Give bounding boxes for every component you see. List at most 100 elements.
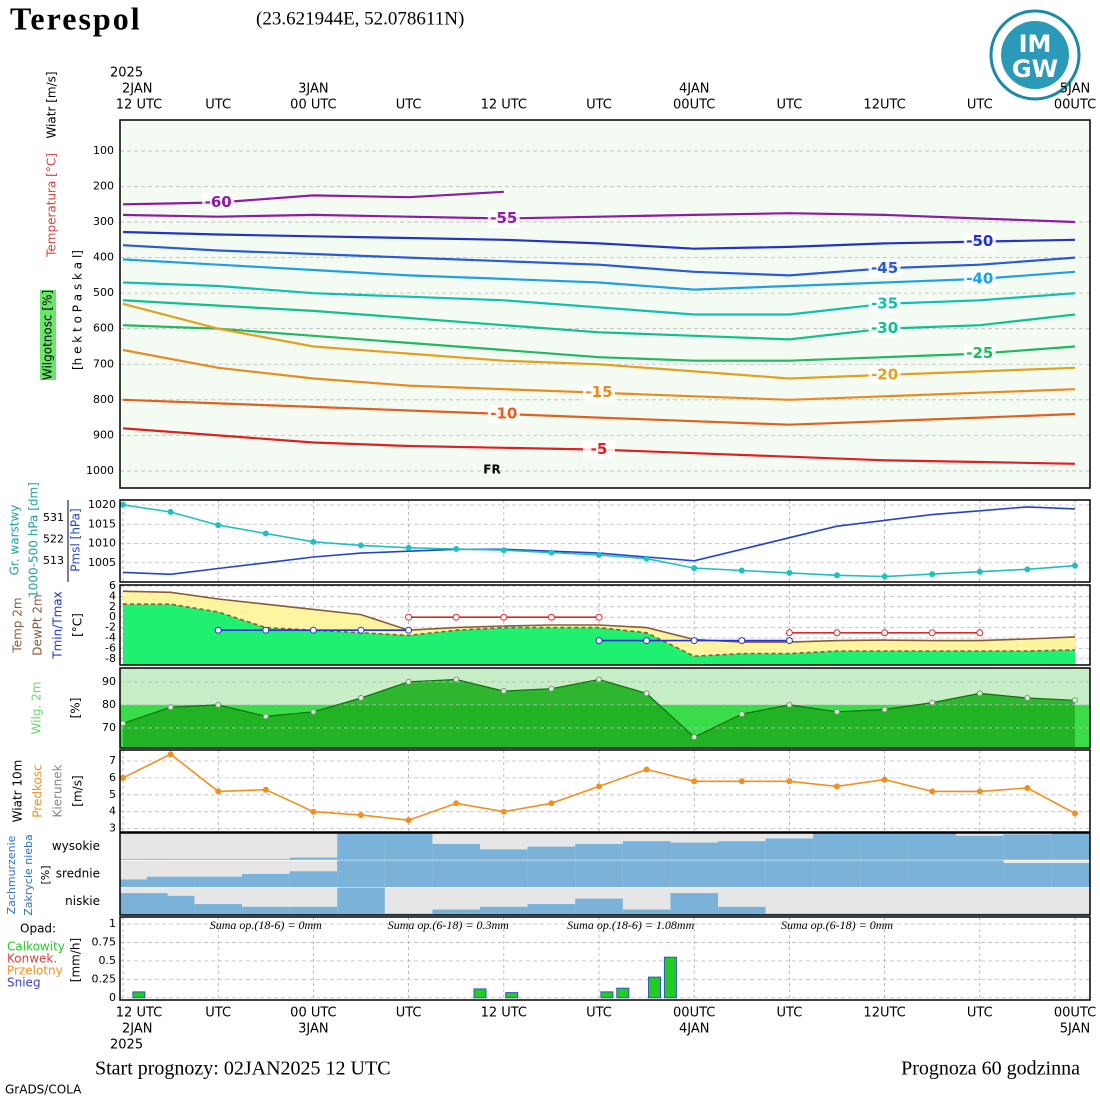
point-marker (785, 637, 793, 645)
cloud-bar (146, 876, 195, 888)
cloud-bar (575, 898, 623, 915)
axis-label: Wilgotnosc [%] (41, 290, 55, 380)
point-marker (786, 778, 793, 785)
cloud-bar (289, 906, 338, 915)
cloud-bar (622, 860, 671, 888)
cloud-bar (908, 860, 956, 888)
isotherm-label: -40 (966, 269, 993, 287)
logo-disc (1001, 21, 1069, 89)
axis-label: Zachmurzenie (5, 835, 18, 914)
y-tick-label: 100 (93, 144, 114, 157)
point-marker (215, 522, 222, 529)
axis-label: Zakrycie nieba (22, 834, 35, 916)
point-marker (691, 565, 698, 572)
y-tick-label: 900 (93, 428, 114, 441)
cloud-bar (1051, 863, 1090, 888)
date-label: 3JAN (298, 1022, 329, 1037)
precip-sum: Suma op.(6-18) = 0.3mm (388, 918, 509, 932)
credit: GrADS/COLA (5, 1083, 82, 1097)
point-marker (405, 817, 412, 824)
point-marker (167, 508, 174, 515)
precip-sum: Suma op.(6-18) = 0mm (781, 918, 893, 932)
isotherm (122, 230, 1076, 250)
coordinates: (23.621944E, 52.078611N) (256, 8, 464, 29)
forecast-range: Prognoza 60 godzinna (901, 1058, 1080, 1080)
cloud-bar (622, 841, 671, 861)
cloud-bar (670, 842, 718, 861)
cloud-bar (765, 860, 814, 888)
axis-label: [mm/h] (69, 938, 83, 982)
humidity-area (123, 679, 1075, 748)
y-tick-label: 4 (109, 589, 116, 602)
date-label: 2JAN (122, 1022, 153, 1037)
year-label: 2025 (110, 1038, 143, 1053)
y-tick-label: 300 (93, 215, 114, 228)
cloud-bar (337, 887, 385, 915)
y-tick-label: 1000 (86, 464, 114, 477)
point-marker (643, 637, 651, 645)
point-marker (405, 626, 413, 634)
y-tick-label: 1005 (88, 556, 116, 569)
date-label: 4JAN (679, 82, 710, 97)
point-marker (215, 701, 222, 708)
y-tick-label: 0.25 (92, 972, 117, 985)
cloud-bar (622, 909, 671, 915)
precip-bar (600, 991, 614, 999)
label-bg (963, 269, 996, 288)
point-marker (881, 573, 888, 580)
precip-bar (505, 992, 519, 999)
cloud-bar (337, 833, 385, 861)
x-tick-label: 00UTC (673, 98, 715, 113)
x-tick-label: 00 UTC (290, 98, 336, 113)
y2-tick-label: 522 (43, 532, 64, 545)
point-marker (405, 678, 412, 685)
legend-title: Opad: (20, 922, 56, 936)
point-marker (690, 637, 698, 645)
axis-label: [m/s] (71, 775, 85, 806)
isotherm (122, 324, 1076, 362)
y-tick-label: 0.75 (92, 935, 117, 948)
panel-frame (119, 667, 1091, 749)
point-marker (358, 812, 364, 819)
x-tick-label: 12 UTC (481, 1006, 527, 1021)
precip-bar (616, 987, 630, 999)
y-tick-label: 6 (109, 579, 116, 592)
point-marker (548, 549, 555, 556)
cloud-bar (194, 876, 242, 888)
point-marker (453, 676, 460, 683)
point-marker (738, 637, 746, 645)
point-marker (547, 613, 555, 621)
panel-frame (119, 916, 1091, 1001)
x-tick-label: 00UTC (673, 1006, 715, 1021)
point-marker (358, 694, 364, 701)
point-marker (738, 711, 745, 718)
y-tick-label: 6 (109, 771, 116, 784)
axis-label: [°C] (71, 613, 85, 637)
cloud-bar (432, 843, 480, 861)
cloud-bar (718, 841, 766, 861)
label-bg (868, 365, 901, 384)
y2-tick-label: 513 (43, 554, 64, 567)
x-tick-label: 12 UTC (481, 98, 527, 113)
cloud-bar (908, 833, 956, 861)
y-tick-label: 200 (93, 179, 114, 192)
cloud-bar (1003, 834, 1052, 861)
label-bg (963, 344, 996, 363)
point-marker (928, 629, 936, 637)
point-marker (453, 800, 460, 807)
point-marker (643, 766, 650, 773)
cloud-bar (120, 879, 168, 888)
point-marker (310, 808, 317, 815)
y-tick-label: 700 (93, 357, 114, 370)
y-tick-label: 400 (93, 251, 114, 264)
precip-bar (132, 991, 146, 999)
point-marker (929, 571, 936, 578)
point-marker (595, 637, 603, 645)
point-marker (691, 778, 698, 785)
axis-label: Predkosc (31, 764, 45, 817)
point-marker (596, 783, 602, 790)
point-marker (310, 538, 317, 545)
point-marker (548, 685, 555, 692)
y-tick-label: 2 (109, 600, 116, 613)
